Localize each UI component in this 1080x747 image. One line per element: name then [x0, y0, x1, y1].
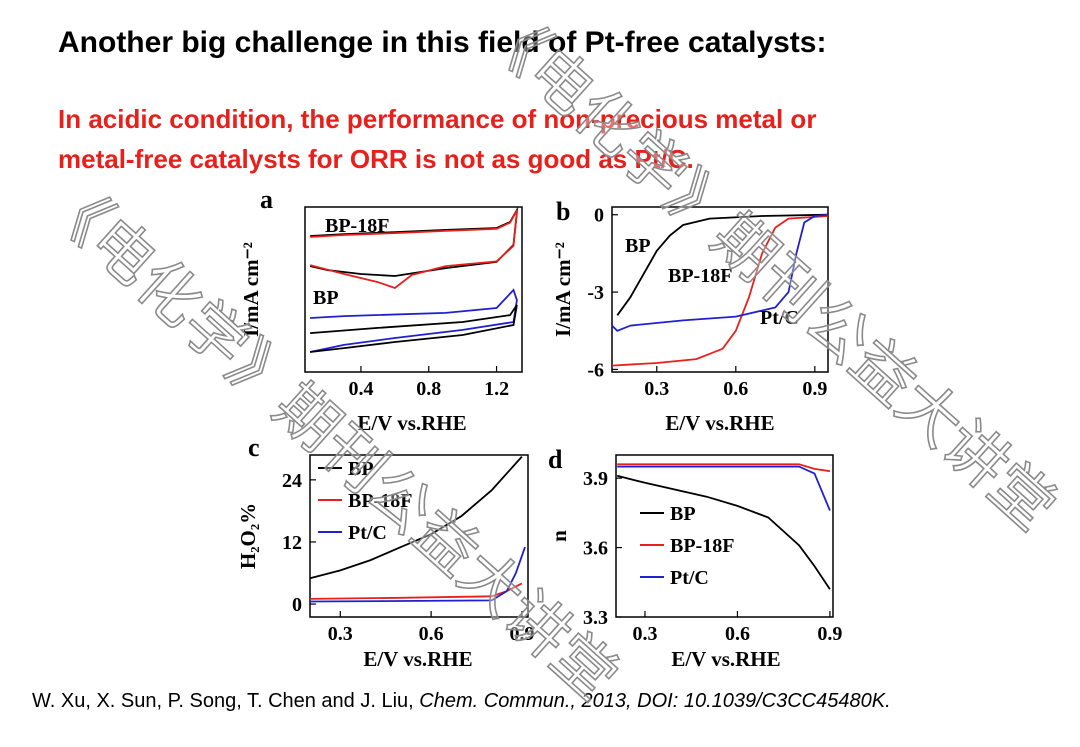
- subtitle: In acidic condition, the performance of …: [58, 104, 816, 134]
- annotation: Pt/C: [760, 307, 799, 329]
- annotation: BP-18F: [668, 265, 732, 287]
- y-tick-label: 12: [282, 532, 302, 554]
- panel-letter: c: [248, 433, 260, 462]
- x-tick-label: 0.4: [348, 378, 373, 400]
- y-axis-label: I/mA cm⁻²: [239, 242, 263, 337]
- chart: 0.3 0.6 0.9 3.3 3.6 3.9 d E/V vs.RHE n BP BP-18F Pt…: [547, 445, 842, 671]
- series-line: [617, 463, 831, 473]
- x-tick-label: 0.3: [632, 623, 657, 645]
- annotation: BP: [625, 235, 651, 257]
- series-line: [611, 215, 829, 367]
- legend-label: BP: [670, 503, 696, 525]
- series-line: [309, 209, 518, 290]
- series-line: [309, 582, 523, 600]
- y-tick-label: -6: [587, 359, 604, 381]
- series-line: [309, 304, 518, 353]
- plot-frame: [309, 454, 529, 618]
- series-line: [309, 546, 526, 603]
- y-tick-label: -3: [587, 282, 604, 304]
- legend-label: BP-18F: [348, 490, 412, 512]
- y-axis-label: H₂O₂%: [236, 503, 260, 569]
- plot-frame: [611, 206, 829, 373]
- x-tick-label: 1.2: [484, 378, 509, 400]
- x-axis-label: E/V vs.RHE: [665, 411, 774, 435]
- x-tick-label: 0.9: [509, 623, 534, 645]
- x-tick-label: 0.6: [419, 623, 444, 645]
- panel-letter: b: [556, 197, 570, 226]
- panel-letter: a: [260, 185, 273, 214]
- annotation: BP: [313, 287, 339, 309]
- y-axis-label: n: [547, 530, 571, 542]
- legend-label: Pt/C: [670, 567, 709, 589]
- series-line: [611, 213, 829, 332]
- series-line: [309, 455, 523, 580]
- y-tick-label: 3.3: [583, 607, 608, 629]
- series-line: [616, 213, 829, 316]
- chart: 0.3 0.6 0.9 0 -3 -6 b E/V vs.RHE I/mA cm⁻² BP BP-1…: [551, 197, 829, 435]
- x-axis-label: E/V vs.RHE: [363, 647, 472, 671]
- citation-authors: W. Xu, X. Sun, P. Song, T. Chen and J. L…: [32, 690, 419, 712]
- annotation: BP-18F: [325, 215, 389, 237]
- citation: W. Xu, X. Sun, P. Song, T. Chen and J. L…: [32, 690, 891, 712]
- series-line: [617, 465, 831, 511]
- series-line: [309, 288, 518, 353]
- legend-label: BP: [348, 458, 374, 480]
- chart: 0.3 0.6 0.9 0 12 24 c E/V vs.RHE H₂O₂% BP BP-18F Pt…: [236, 433, 534, 671]
- y-axis-label: I/mA cm⁻²: [551, 242, 575, 337]
- x-tick-label: 0.3: [644, 378, 669, 400]
- chart: 0.4 0.8 1.2 a E/V vs.RHE I/mA cm⁻² BP-18F BP: [239, 185, 523, 435]
- y-tick-label: 24: [282, 470, 302, 492]
- citation-source: Chem. Commun., 2013, DOI: 10.1039/C3CC45…: [419, 690, 890, 712]
- subtitle: metal-free catalysts for ORR is not as g…: [58, 144, 694, 174]
- x-tick-label: 0.6: [725, 623, 750, 645]
- plot-frame: [304, 206, 523, 373]
- panel-letter: d: [548, 445, 563, 474]
- y-tick-label: 3.6: [583, 538, 608, 560]
- y-tick-label: 0: [594, 205, 604, 227]
- x-tick-label: 0.9: [817, 623, 842, 645]
- x-tick-label: 0.3: [328, 623, 353, 645]
- y-tick-label: 0: [292, 594, 302, 616]
- x-tick-label: 0.6: [723, 378, 748, 400]
- legend-label: BP-18F: [670, 535, 734, 557]
- x-tick-label: 0.9: [802, 378, 827, 400]
- x-tick-label: 0.8: [416, 378, 441, 400]
- series-line: [616, 474, 831, 590]
- title: Another big challenge in this field of P…: [58, 26, 826, 59]
- x-axis-label: E/V vs.RHE: [357, 411, 466, 435]
- x-axis-label: E/V vs.RHE: [671, 647, 780, 671]
- plot-frame: [615, 454, 834, 618]
- legend-label: Pt/C: [348, 522, 387, 544]
- y-tick-label: 3.9: [583, 468, 608, 490]
